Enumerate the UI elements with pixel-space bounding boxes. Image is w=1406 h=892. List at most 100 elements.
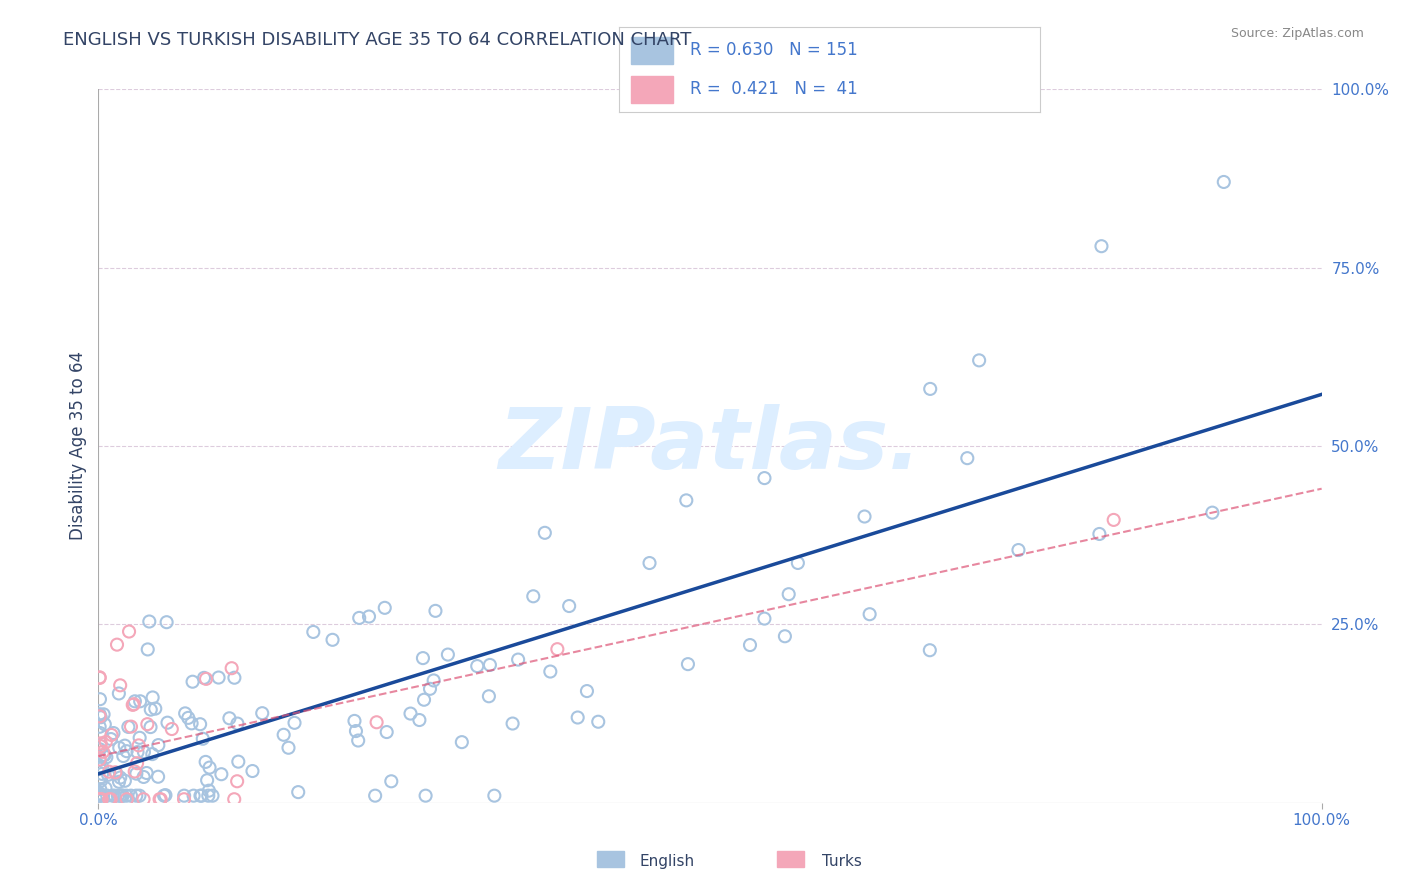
Point xyxy=(918,643,941,657)
Point xyxy=(252,706,274,721)
Point xyxy=(89,792,111,806)
Point xyxy=(118,624,141,639)
Point xyxy=(114,773,136,788)
Point xyxy=(128,739,150,753)
Point xyxy=(89,789,111,803)
Point xyxy=(97,768,120,782)
Point xyxy=(538,665,561,679)
Text: Turks: Turks xyxy=(823,855,862,869)
Point xyxy=(93,748,115,763)
Point xyxy=(273,728,295,742)
Point xyxy=(89,671,111,685)
Point xyxy=(91,760,114,774)
Point xyxy=(89,720,111,734)
Point xyxy=(89,788,111,802)
Point xyxy=(142,690,165,705)
Point xyxy=(173,792,195,806)
Point xyxy=(132,745,155,759)
Point xyxy=(177,711,200,725)
Point xyxy=(89,792,111,806)
Point xyxy=(111,789,134,803)
Point xyxy=(105,638,128,652)
Point xyxy=(108,774,131,789)
Point xyxy=(183,789,205,803)
Point xyxy=(127,745,149,759)
Point xyxy=(104,765,127,780)
Point xyxy=(89,752,111,766)
Point xyxy=(738,638,761,652)
Point xyxy=(89,753,111,767)
Point xyxy=(194,755,217,769)
Point xyxy=(180,716,202,731)
Point xyxy=(89,772,111,786)
Point xyxy=(108,740,131,755)
Text: R =  0.421   N =  41: R = 0.421 N = 41 xyxy=(690,80,858,98)
Point xyxy=(221,661,243,675)
Point xyxy=(125,756,148,771)
Point xyxy=(136,717,159,731)
Point xyxy=(107,789,129,803)
Point xyxy=(110,789,132,803)
Point xyxy=(153,789,176,803)
Point xyxy=(302,624,325,639)
Point xyxy=(408,713,430,727)
Point xyxy=(1212,175,1234,189)
Point xyxy=(853,509,876,524)
Point xyxy=(1007,543,1029,558)
Point xyxy=(522,589,544,603)
Point xyxy=(103,726,125,740)
Point xyxy=(146,770,169,784)
Point xyxy=(94,735,117,749)
Text: ENGLISH VS TURKISH DISABILITY AGE 35 TO 64 CORRELATION CHART: ENGLISH VS TURKISH DISABILITY AGE 35 TO … xyxy=(63,31,692,49)
Point xyxy=(121,698,143,712)
Point xyxy=(478,690,501,704)
Point xyxy=(956,451,979,466)
Point xyxy=(149,792,172,806)
Point xyxy=(347,733,370,747)
Point xyxy=(347,611,370,625)
Point xyxy=(89,742,111,756)
Point xyxy=(111,789,134,803)
Point xyxy=(94,781,117,796)
Point xyxy=(586,714,609,729)
Point xyxy=(226,774,249,789)
Point xyxy=(112,749,135,764)
Point xyxy=(89,792,111,806)
Point xyxy=(124,694,146,708)
Point xyxy=(1088,527,1111,541)
Point xyxy=(89,709,111,723)
Text: R = 0.630   N = 151: R = 0.630 N = 151 xyxy=(690,42,858,60)
Point xyxy=(91,745,114,759)
Point xyxy=(357,609,380,624)
Point xyxy=(224,671,246,685)
Point xyxy=(502,716,524,731)
Point xyxy=(1201,506,1223,520)
Point xyxy=(115,744,138,758)
Point xyxy=(415,789,437,803)
Point xyxy=(195,773,218,788)
Point xyxy=(105,766,128,780)
Point xyxy=(136,642,159,657)
Point xyxy=(197,789,219,803)
Point xyxy=(94,717,117,731)
Point xyxy=(173,789,195,803)
Point xyxy=(115,792,138,806)
Point xyxy=(125,766,148,780)
Point xyxy=(638,556,661,570)
Point xyxy=(108,686,131,700)
Point xyxy=(149,792,172,806)
Point xyxy=(207,671,229,685)
Point xyxy=(108,678,131,692)
Point xyxy=(128,731,150,745)
Point xyxy=(143,701,166,715)
Point xyxy=(198,783,221,797)
Point xyxy=(575,684,598,698)
Point xyxy=(419,681,441,696)
Point xyxy=(193,671,215,685)
Point xyxy=(450,735,472,749)
Point xyxy=(344,724,367,739)
Point xyxy=(89,739,111,753)
Point xyxy=(778,587,800,601)
Point xyxy=(478,657,501,672)
Text: Source: ZipAtlas.com: Source: ZipAtlas.com xyxy=(1230,27,1364,40)
